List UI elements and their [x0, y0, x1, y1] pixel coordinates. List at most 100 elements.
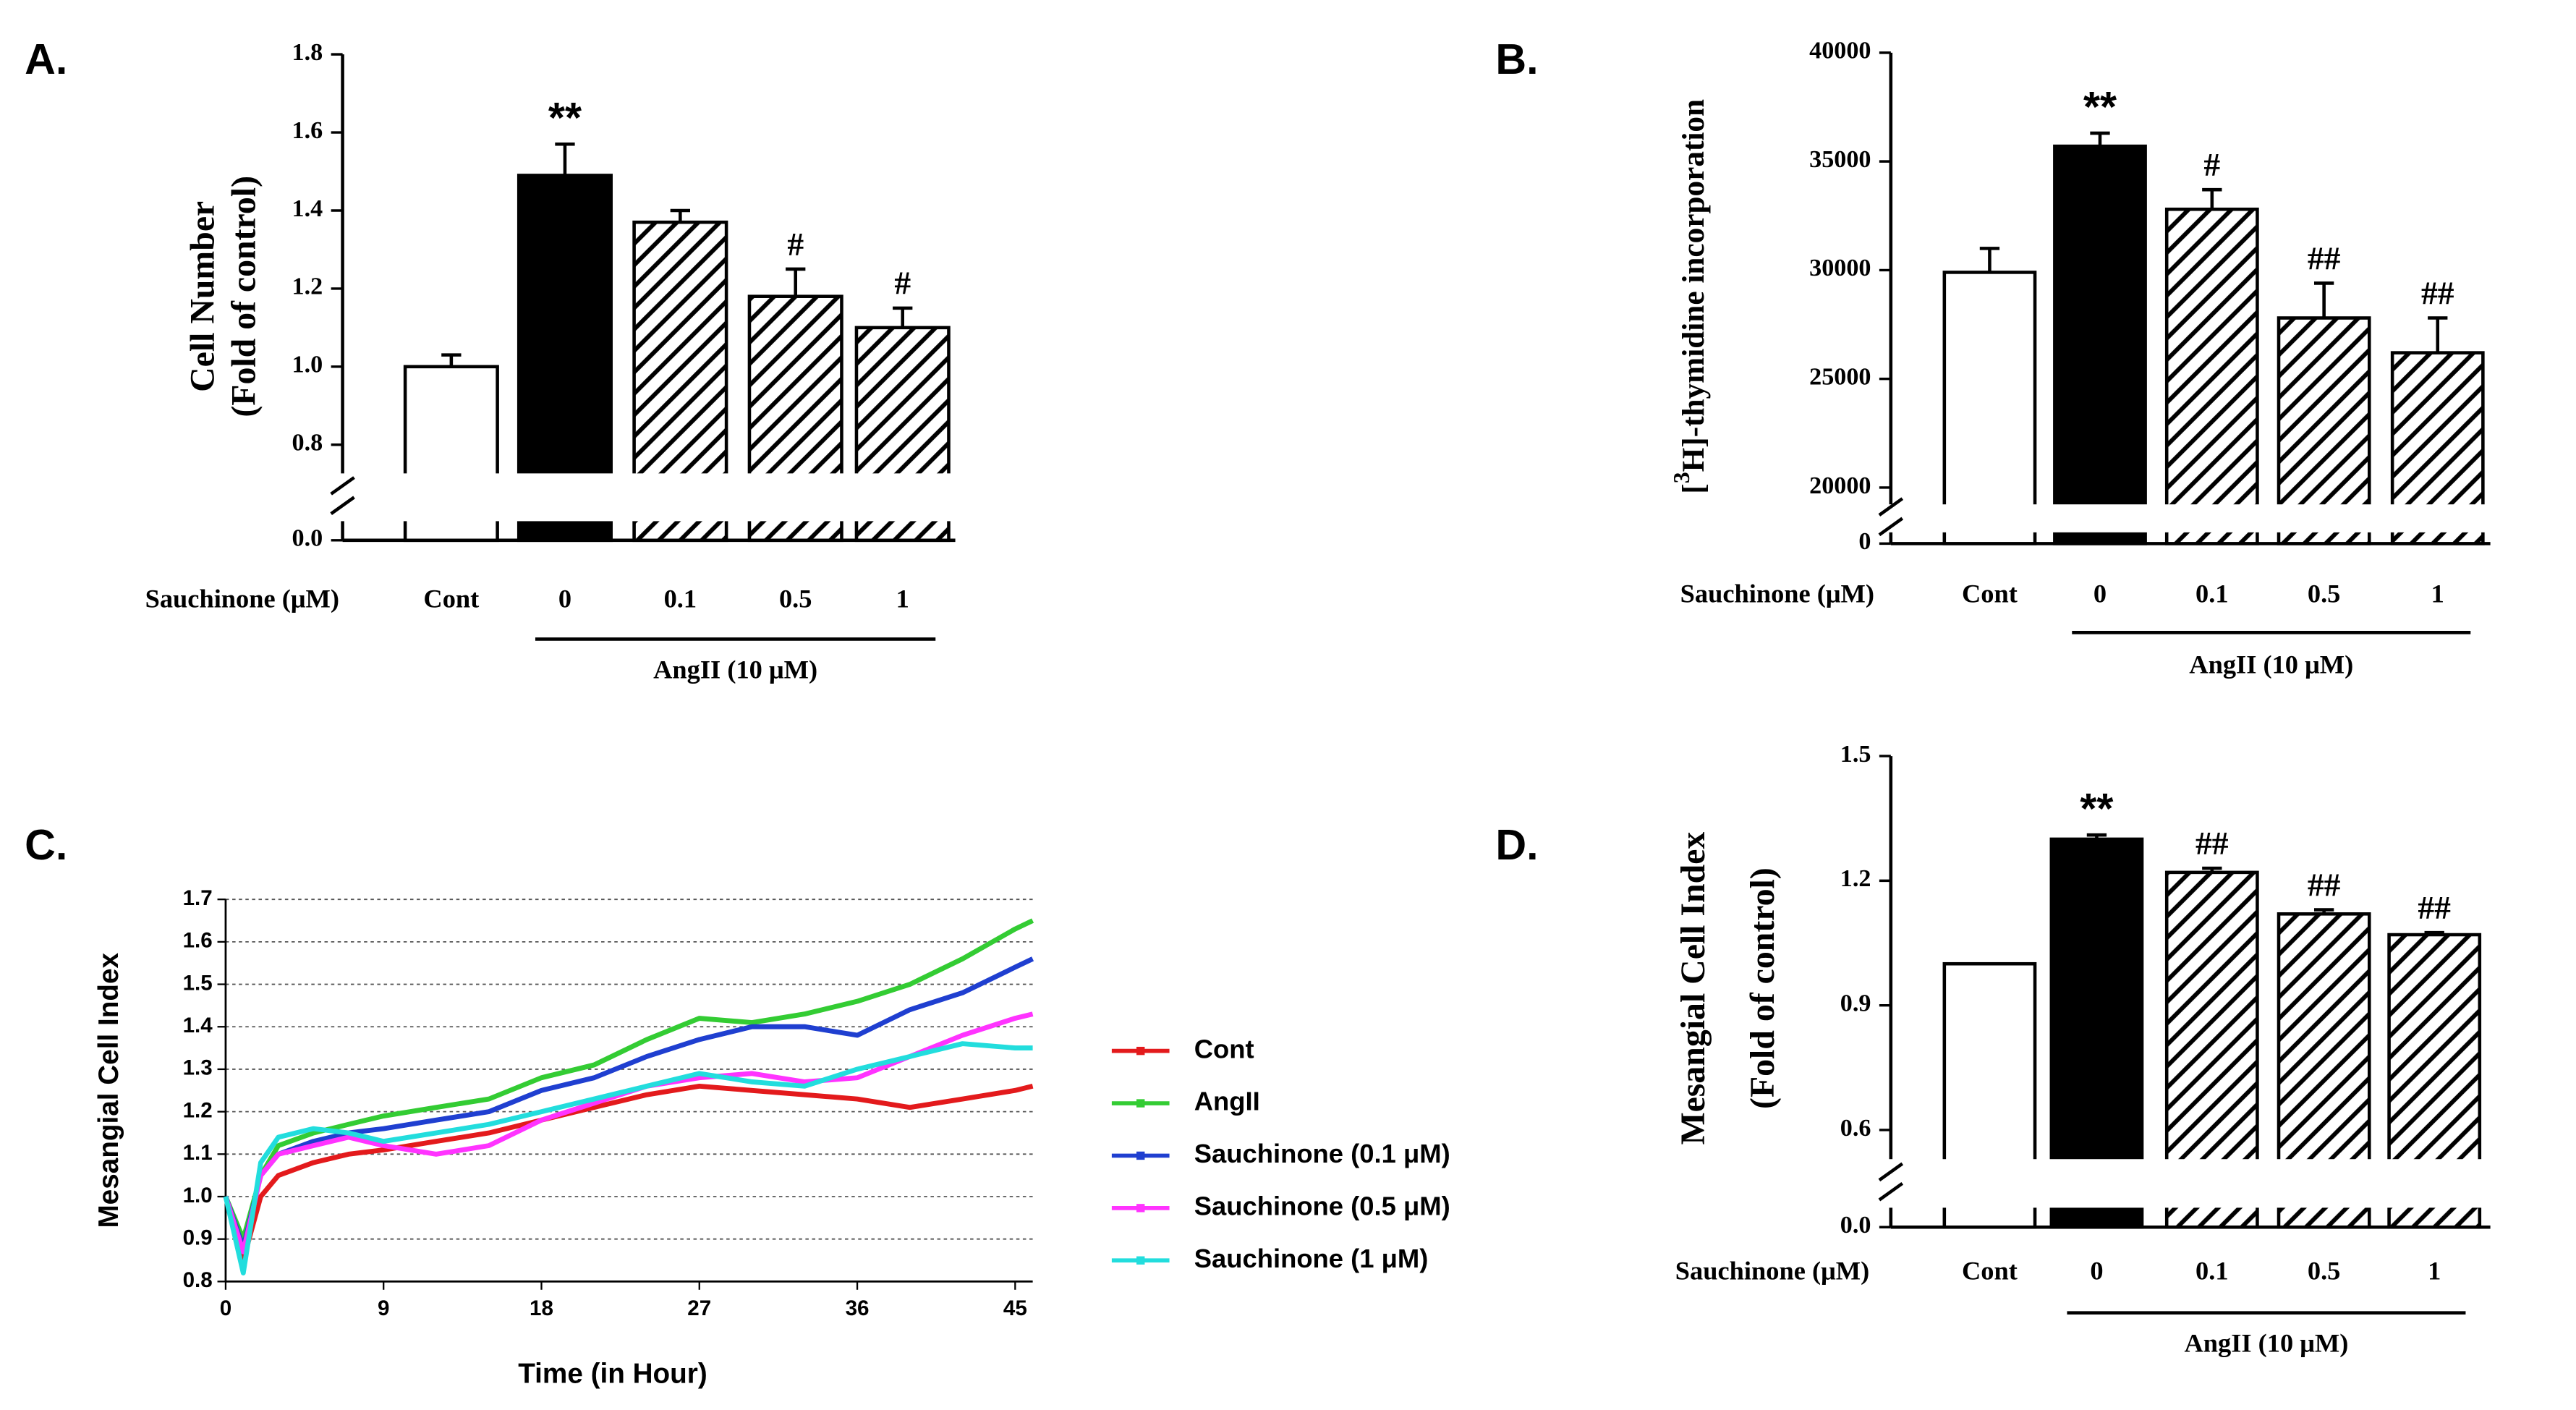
axis-break-gap [339, 473, 953, 522]
series-line [223, 956, 1034, 1250]
group-label: AngII (10 μM) [2184, 1329, 2348, 1358]
axis-break-mark [1878, 1162, 1904, 1202]
y-tick-label: 1.2 [292, 273, 323, 300]
x-tick-label: 1 [2428, 1256, 2441, 1285]
significance-label: # [787, 226, 804, 263]
x-tick-label: 0 [558, 584, 571, 613]
y-tick-label: 1.4 [183, 1014, 213, 1037]
bar [2053, 144, 2147, 545]
y-tick-label: 0.8 [292, 430, 323, 456]
significance-label: ## [2308, 866, 2341, 903]
x-tick-label: 0.5 [2308, 579, 2341, 608]
y-axis-label: (Fold of control) [224, 176, 263, 417]
y-tick-label: 0.6 [1840, 1115, 1871, 1142]
panel-label: B. [1495, 35, 1538, 83]
y-tick-label: 1.0 [183, 1184, 213, 1207]
legend-marker [1136, 1046, 1145, 1056]
x-tick-label: 0.1 [2195, 579, 2229, 608]
x-tick-label: Cont [423, 584, 479, 613]
significance-label: ** [2083, 82, 2117, 131]
y-tick-label: 35000 [1809, 146, 1871, 173]
x-tick-label: 45 [1003, 1296, 1027, 1320]
x-tick-label: 27 [687, 1296, 711, 1320]
y-tick-label: 0 [1858, 528, 1871, 555]
axis-break-gap [1887, 1159, 2488, 1208]
y-tick-label: 1.2 [1840, 865, 1871, 892]
significance-label: ## [2421, 274, 2454, 311]
significance-label: ## [2418, 889, 2451, 926]
x-tick-label: Cont [1962, 579, 2018, 608]
y-tick-label: 1.3 [183, 1056, 213, 1080]
y-tick-label: 1.0 [292, 352, 323, 378]
y-tick-label: 40000 [1809, 38, 1871, 64]
x-tick-label: 0.1 [2195, 1256, 2229, 1285]
legend-marker [1136, 1204, 1145, 1212]
legend-label: AngII [1194, 1087, 1260, 1116]
x-axis-label: Sauchinone (μM) [145, 584, 339, 613]
x-tick-label: 0.1 [664, 584, 697, 613]
y-axis-label: Cell Number [184, 201, 222, 392]
x-tick-label: 0 [2093, 579, 2107, 608]
y-tick-label: 25000 [1809, 364, 1871, 391]
legend-label: Cont [1194, 1034, 1254, 1063]
significance-label: # [2203, 146, 2220, 183]
x-tick-label: 0.5 [2308, 1256, 2341, 1285]
significance-label: ** [548, 93, 582, 142]
y-tick-label: 1.5 [1840, 741, 1871, 768]
panel-label: D. [1495, 820, 1538, 869]
significance-label: # [894, 265, 911, 302]
y-tick-label: 1.2 [183, 1098, 213, 1122]
y-axis-label: [3H]-thymidine incorporation [1669, 99, 1711, 494]
bar [2164, 207, 2259, 545]
legend-label: Sauchinone (0.5 μM) [1194, 1191, 1450, 1220]
legend-marker [1136, 1151, 1145, 1160]
x-tick-label: 0 [220, 1296, 231, 1320]
y-tick-label: 1.8 [292, 39, 323, 66]
x-tick-label: 1 [896, 584, 909, 613]
series-line [223, 918, 1034, 1242]
axis-break-mark [1878, 497, 1904, 537]
y-tick-label: 0.9 [183, 1226, 213, 1250]
x-tick-label: 0 [2090, 1256, 2103, 1285]
panel-label: A. [25, 35, 67, 83]
panel-label: C. [25, 820, 67, 869]
legend-label: Sauchinone (1 μM) [1194, 1244, 1429, 1273]
y-axis-label: (Fold of control) [1743, 867, 1782, 1109]
x-tick-label: 0.5 [779, 584, 812, 613]
y-tick-label: 20000 [1809, 472, 1871, 499]
significance-label: ** [2080, 784, 2113, 833]
x-tick-label: 9 [378, 1296, 389, 1320]
axis-break-mark [330, 476, 355, 516]
y-axis-label-part: 3 [1669, 472, 1694, 483]
y-tick-label: 1.6 [292, 117, 323, 144]
y-tick-label: 0.8 [183, 1268, 213, 1292]
x-tick-label: 18 [530, 1296, 553, 1320]
y-tick-label: 1.6 [183, 929, 213, 953]
y-tick-label: 30000 [1809, 255, 1871, 281]
y-tick-label: 1.4 [292, 195, 323, 222]
y-tick-label: 0.0 [292, 525, 323, 552]
y-tick-label: 0.9 [1840, 990, 1871, 1016]
x-tick-label: Cont [1962, 1256, 2018, 1285]
significance-label: ## [2195, 825, 2229, 862]
x-axis-label: Sauchinone (μM) [1675, 1256, 1869, 1285]
group-label: AngII (10 μM) [653, 655, 817, 684]
legend-label: Sauchinone (0.1 μM) [1194, 1139, 1450, 1168]
group-label: AngII (10 μM) [2189, 650, 2353, 679]
legend-marker [1136, 1099, 1145, 1108]
y-tick-label: 0.0 [1840, 1212, 1871, 1239]
x-axis-label: Time (in Hour) [518, 1358, 707, 1389]
y-tick-label: 1.1 [183, 1141, 213, 1165]
y-axis-label-part: H]-thymidine incorporation [1676, 99, 1711, 472]
y-axis-label-part: [ [1676, 483, 1711, 493]
legend-marker [1136, 1256, 1145, 1265]
bar [1942, 271, 2037, 545]
y-tick-label: 1.5 [183, 971, 213, 995]
y-axis-label: Mesangial Cell Index [1674, 832, 1712, 1145]
significance-label: ## [2308, 239, 2341, 276]
x-tick-label: 1 [2431, 579, 2444, 608]
series-line [223, 1041, 1033, 1275]
x-tick-label: 36 [846, 1296, 870, 1320]
